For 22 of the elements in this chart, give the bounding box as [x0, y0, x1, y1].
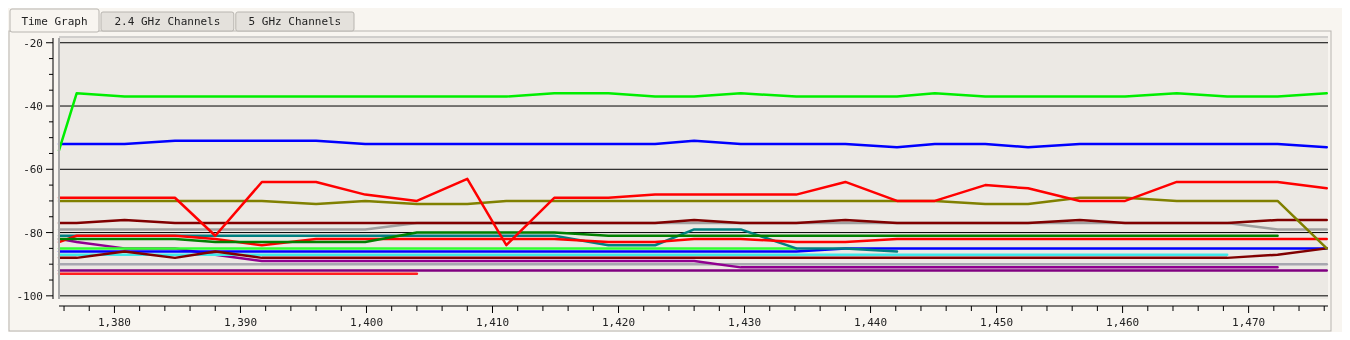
x-tick-label: 1,380 — [97, 316, 132, 329]
y-tick-label: -60 — [23, 163, 43, 177]
y-tick-label: -100 — [16, 289, 43, 303]
text: Time Graph — [21, 15, 88, 28]
x-tick-label: 1,430 — [727, 316, 762, 329]
line-series — [57, 177, 1328, 247]
text: 5 GHz Channels — [248, 15, 342, 28]
text: 2.4 GHz Channels — [114, 15, 221, 28]
y-tick-label: -80 — [23, 226, 43, 240]
x-tick-label: 1,450 — [980, 316, 1014, 329]
x-tick-label: 1,420 — [601, 316, 636, 329]
y-tick-label: -20 — [23, 36, 43, 50]
y-tick-label: -40 — [23, 100, 43, 114]
line-series — [57, 247, 1328, 260]
line-series — [57, 196, 1328, 250]
x-tick-label: 1,390 — [223, 316, 258, 329]
x-tick-label: 1,440 — [853, 316, 888, 329]
x-tick-label: 1,460 — [1106, 316, 1140, 329]
line-series — [57, 231, 1279, 244]
x-tick-label: 1,410 — [475, 316, 510, 329]
x-tick-label: 1,470 — [1232, 316, 1266, 329]
x-tick-label: 1,400 — [349, 316, 384, 329]
